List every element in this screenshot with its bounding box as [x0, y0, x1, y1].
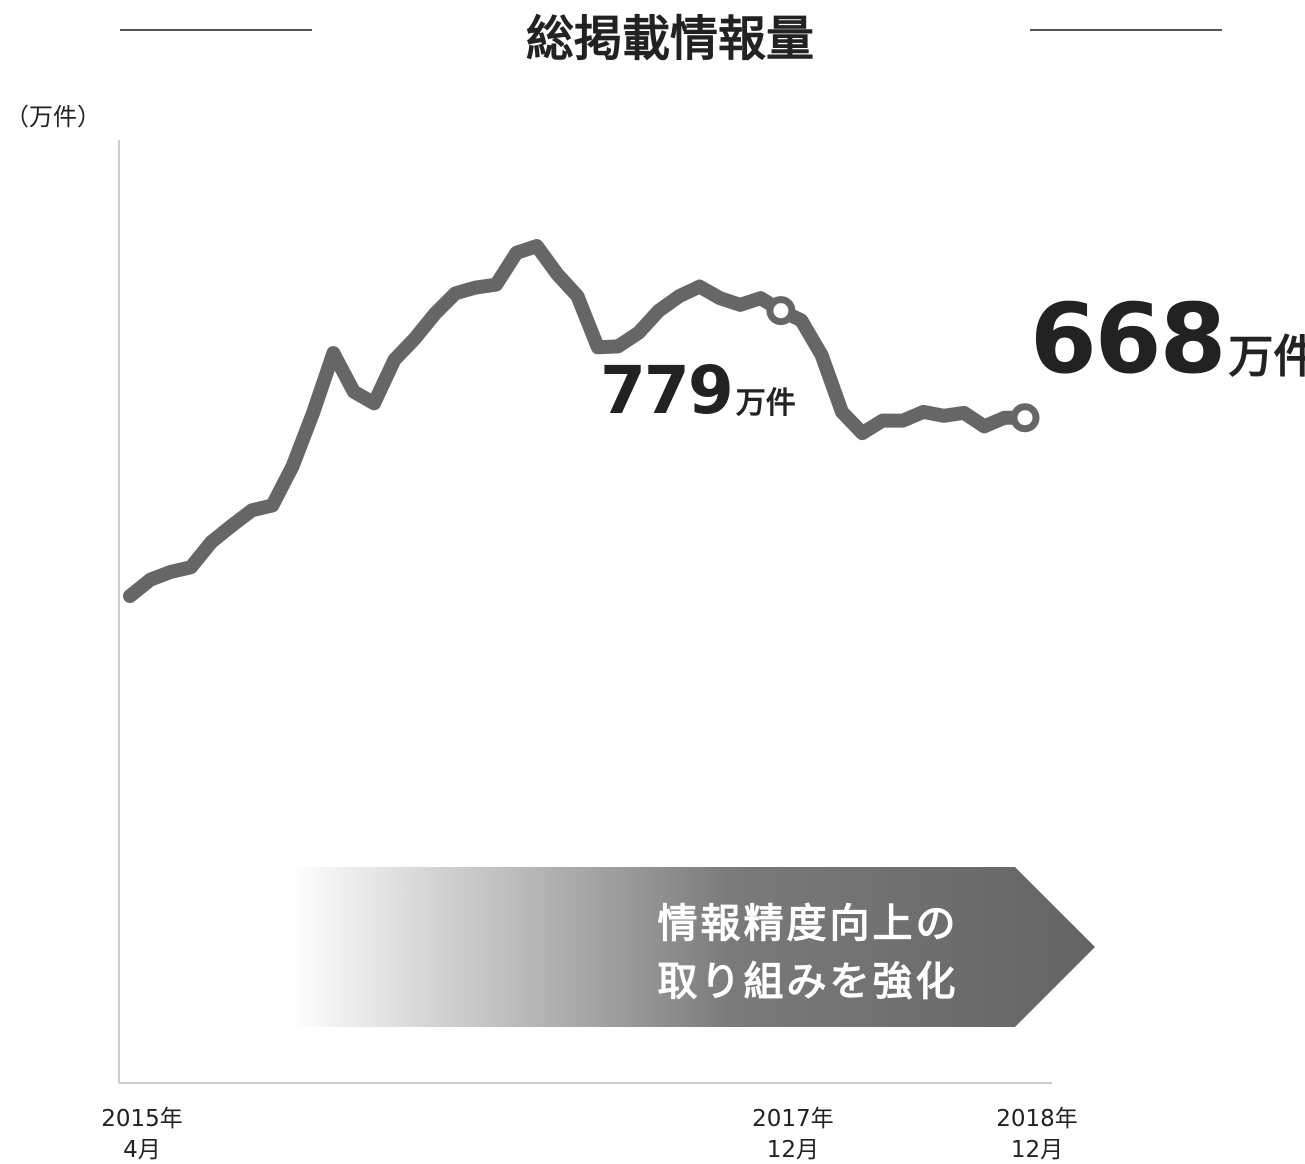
data-label-unit: 万件	[1228, 330, 1305, 383]
point-marker	[1010, 403, 1040, 433]
line	[123, 239, 1032, 604]
point-marker	[766, 296, 796, 326]
data-label-unit: 万件	[736, 386, 796, 421]
x-tick-label: 2015年	[101, 1106, 183, 1132]
banner-text: 取り組みを強化	[658, 959, 959, 1005]
x-tick-label: 2017年	[752, 1106, 834, 1132]
y-axis-label: （万件）	[5, 103, 101, 131]
chart-title: 総掲載情報量	[526, 11, 814, 67]
x-tick-label: 12月	[1011, 1137, 1063, 1163]
banner	[290, 867, 1095, 1027]
data-label: 779	[600, 352, 732, 429]
x-tick-label: 2018年	[996, 1106, 1078, 1132]
data-label: 668	[1030, 283, 1224, 395]
x-tick-label: 4月	[123, 1137, 161, 1163]
banner-text: 情報精度向上の	[658, 901, 959, 947]
x-tick-label: 12月	[767, 1137, 819, 1163]
